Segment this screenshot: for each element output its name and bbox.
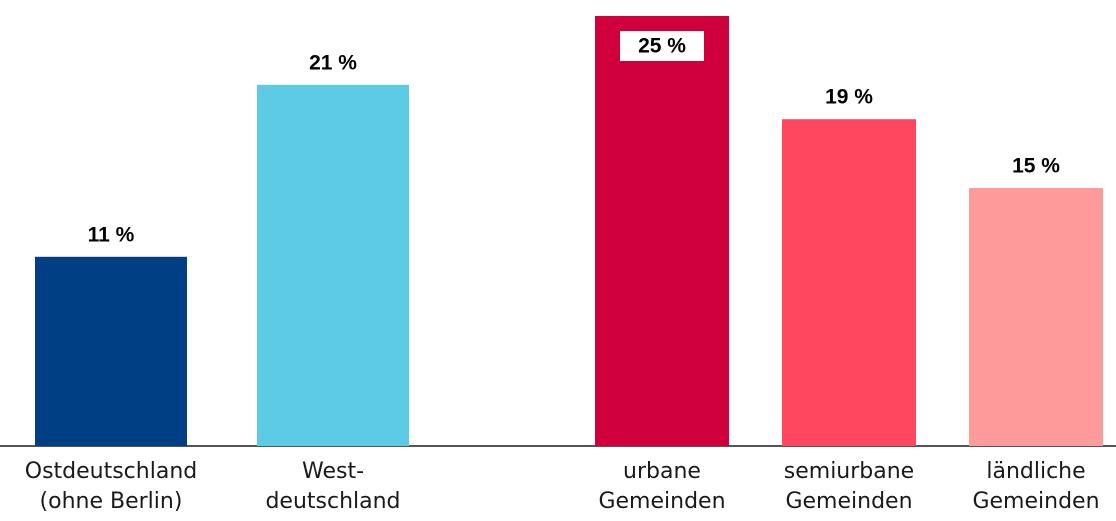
x-tick-label: ländliche <box>986 459 1085 484</box>
bar <box>595 16 729 446</box>
x-tick-label: Ostdeutschland <box>25 459 197 484</box>
x-tick-label: Gemeinden <box>785 489 912 514</box>
x-tick-label: Gemeinden <box>972 489 1099 514</box>
value-label-box <box>620 31 704 61</box>
bar <box>257 84 409 447</box>
value-label: 19 % <box>825 86 873 109</box>
x-tick-label: West- <box>302 459 364 484</box>
value-label: 25 % <box>638 35 686 58</box>
value-label: 11 % <box>88 223 135 246</box>
value-label: 15 % <box>1012 155 1060 178</box>
bar <box>35 256 187 446</box>
x-tick-label: (ohne Berlin) <box>40 489 183 514</box>
x-tick-label: urbane <box>623 459 701 484</box>
x-tick-label: deutschland <box>265 489 400 514</box>
x-tick-label: semiurbane <box>784 459 914 484</box>
x-tick-label: Gemeinden <box>598 489 725 514</box>
value-label: 21 % <box>309 51 357 74</box>
bar <box>969 188 1103 446</box>
bar <box>782 119 916 446</box>
